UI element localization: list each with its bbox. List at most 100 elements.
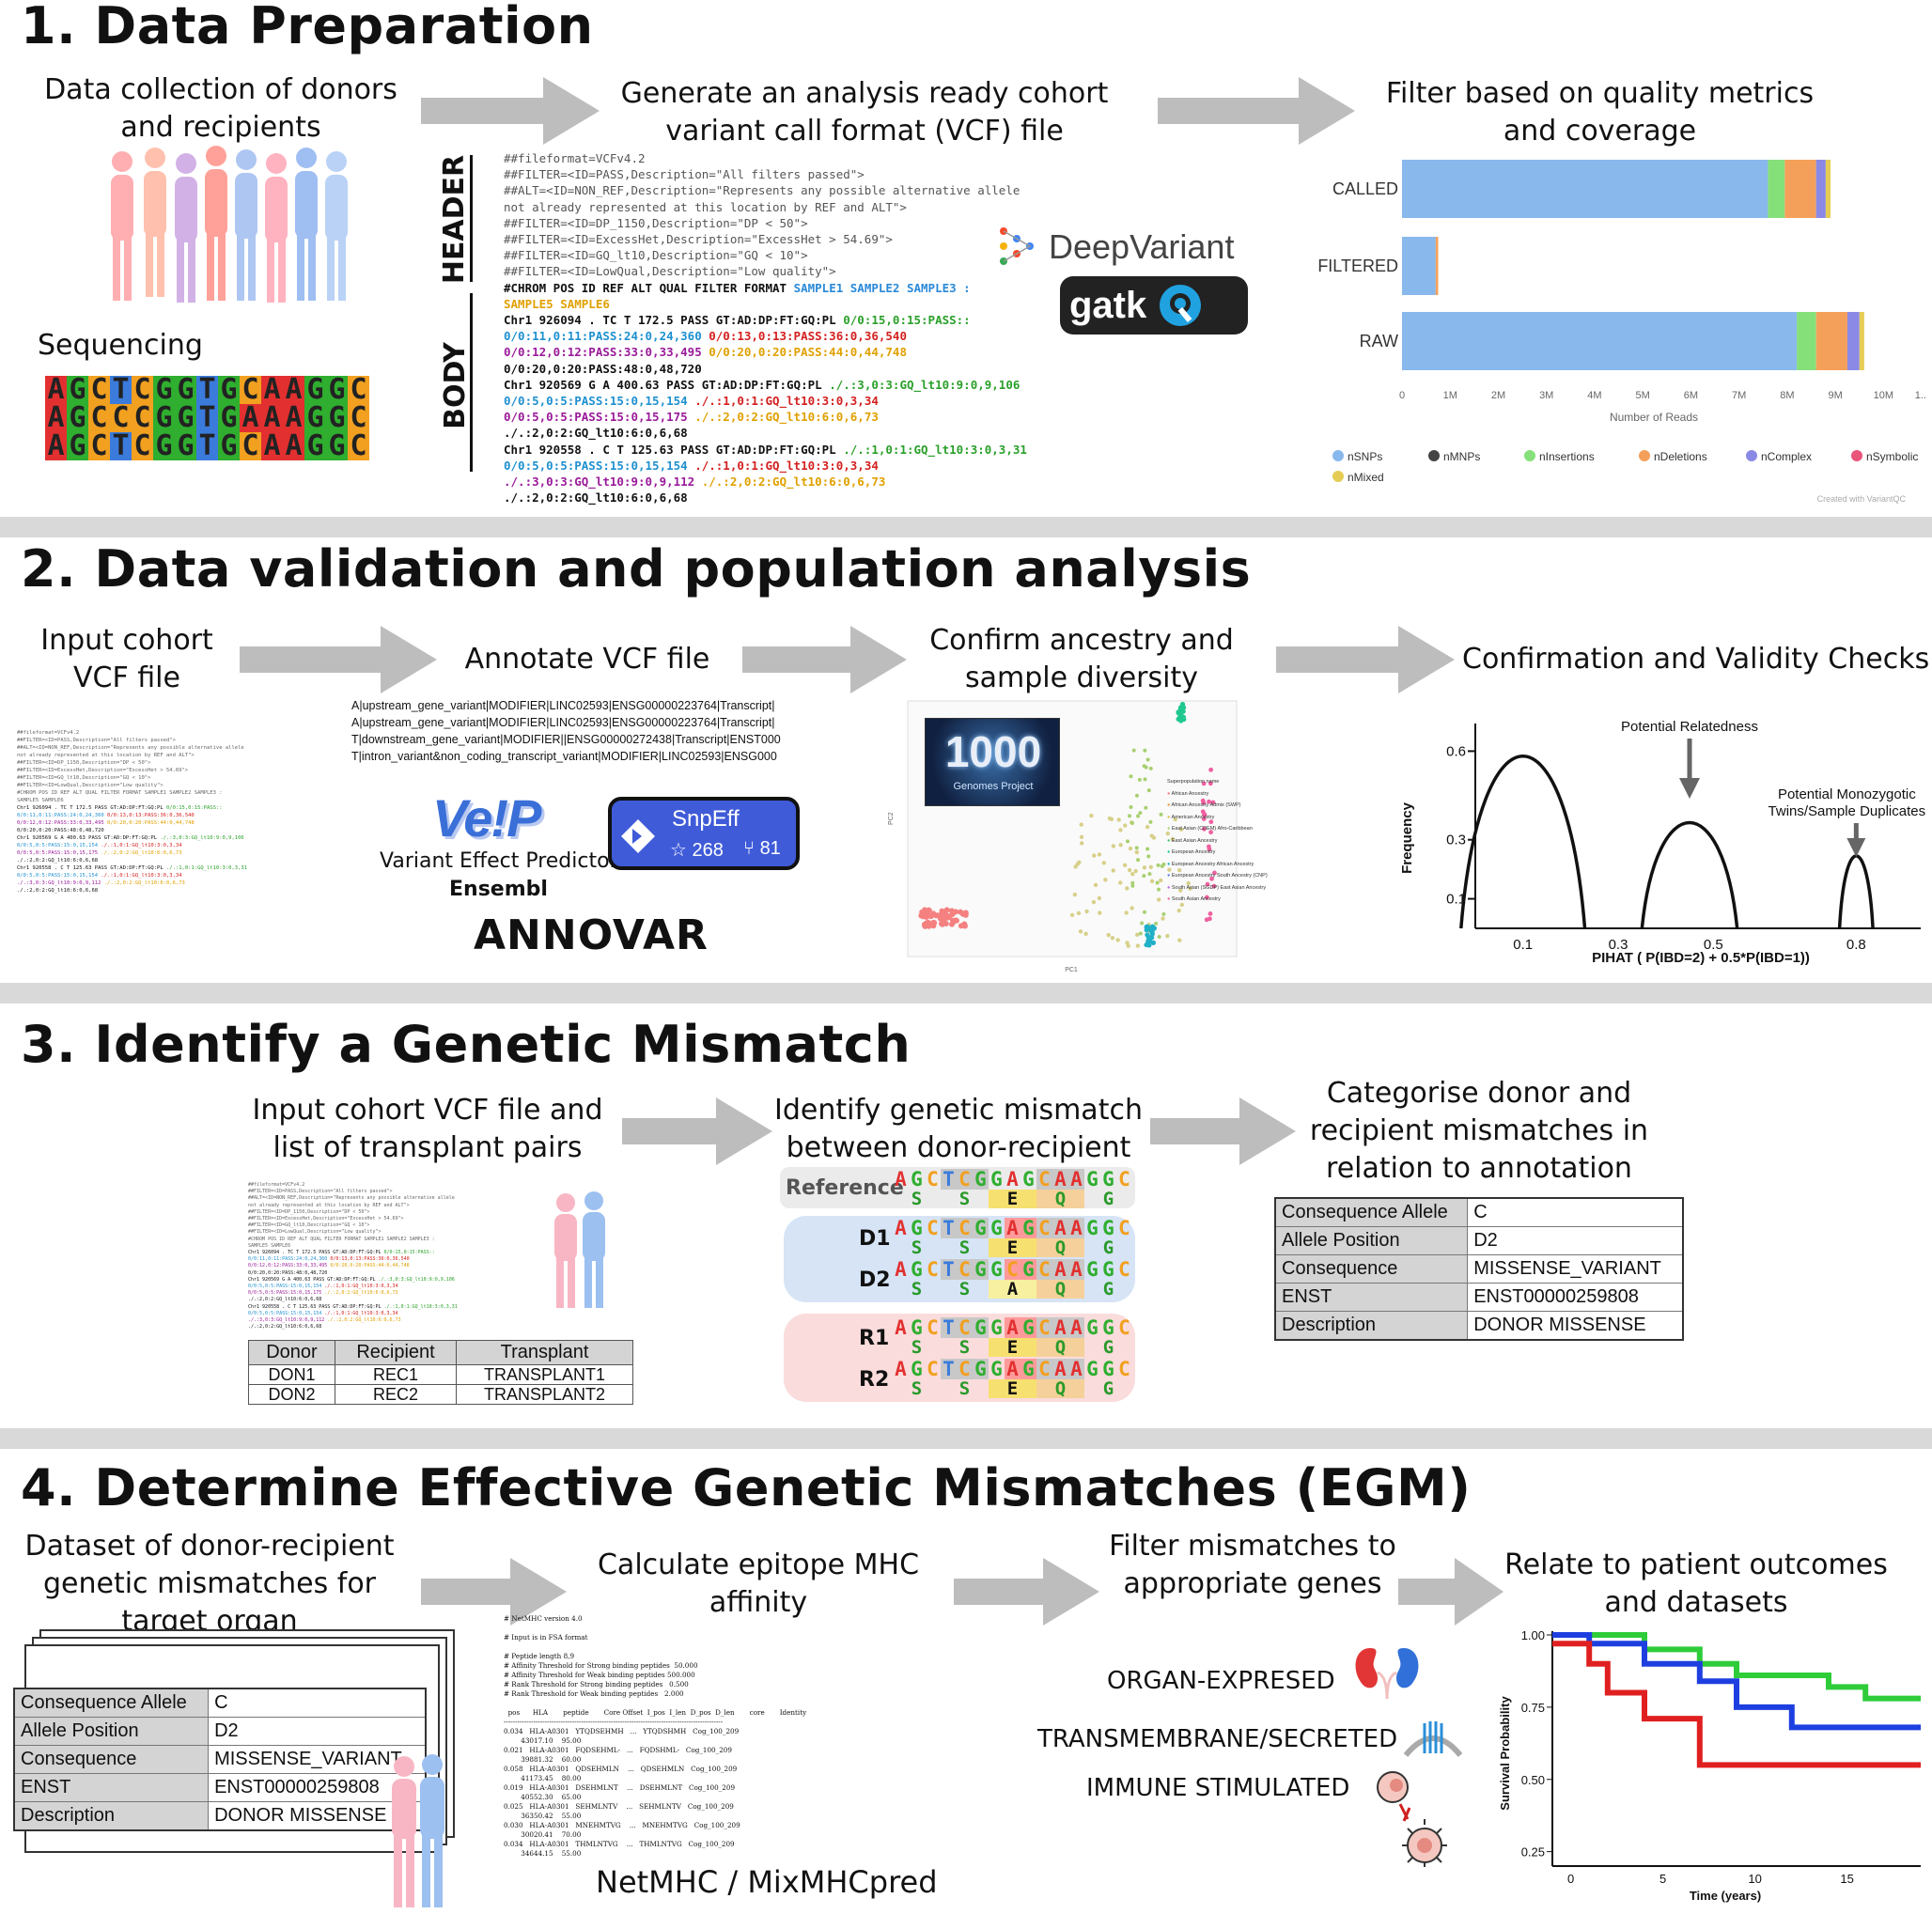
membrane-protein-icon bbox=[1403, 1718, 1463, 1761]
pca-point bbox=[1118, 880, 1123, 885]
pca-legend-item: ● American Ancestry bbox=[1167, 814, 1215, 820]
vcf-header-line: not already represented at this location… bbox=[504, 199, 907, 214]
vcf-body-line: ./.:2,0:2:GQ_lt10:6:0,6,68 bbox=[504, 490, 688, 506]
pca-point bbox=[1101, 861, 1107, 865]
netmhc-line: # Affinity Threshold for Weak binding pe… bbox=[504, 1671, 695, 1679]
chart-footer: Created with VariantQC bbox=[1817, 494, 1907, 504]
pca-point bbox=[924, 920, 930, 926]
pca-point bbox=[1123, 823, 1128, 828]
nucleotide: C bbox=[957, 1218, 973, 1238]
pca-point bbox=[1128, 846, 1133, 851]
nucleotide: G bbox=[153, 404, 175, 432]
netmhc-line: # NetMHC version 4.0 bbox=[504, 1614, 583, 1623]
pca-point bbox=[1115, 938, 1120, 942]
pca-point bbox=[1210, 800, 1216, 805]
pca-point bbox=[1092, 853, 1097, 858]
netmhc-line bbox=[504, 1699, 1030, 1708]
netmhc-line: 0.019 HLA-A0301 DSEHMLNT ... DSEHMLNT Co… bbox=[504, 1783, 736, 1792]
vcf-text-block: ##fileformat=VCFv4.2 ##FILTER=<ID=PASS,De… bbox=[504, 150, 1030, 507]
vcf-header-line: ##FILTER=<ID=DP_1150,Description="DP < 5… bbox=[504, 215, 808, 230]
bar-tick-label: 8M bbox=[1780, 390, 1794, 401]
annotation-value: MISSENSE_VARIANT bbox=[208, 1745, 427, 1774]
pairs-cell: REC1 bbox=[334, 1364, 458, 1385]
amino-acid: Q bbox=[1036, 1338, 1084, 1357]
legend-label: nSNPs bbox=[1348, 450, 1382, 463]
vcf-header-line: ##FILTER=<ID=ExcessHet,Description="Exce… bbox=[504, 232, 893, 247]
pca-legend-item: ● European Ancestry African Ancestry bbox=[1167, 861, 1254, 867]
vcf-thumbnail: ##fileformat=VCFv4.2 ##FILTER=<ID=PASS,De… bbox=[17, 730, 248, 894]
amino-acid: S bbox=[958, 1237, 971, 1258]
pca-point bbox=[1072, 892, 1078, 897]
nucleotide: C bbox=[927, 1168, 939, 1190]
netmhc-line: 34644.15 55.00 bbox=[504, 1849, 582, 1858]
nucleotide: C bbox=[927, 1358, 939, 1380]
section-1-title: 1. Data Preparation bbox=[21, 0, 594, 55]
pca-point bbox=[926, 907, 932, 913]
pca-point bbox=[1145, 847, 1150, 851]
nucleotide: C bbox=[1036, 1218, 1052, 1238]
bar-tick-label: 1... bbox=[1915, 390, 1926, 401]
pca-point bbox=[1165, 831, 1170, 836]
pca-point bbox=[1178, 827, 1184, 832]
pca-point bbox=[1146, 854, 1151, 859]
pca-legend-item: ● East Asian Ancestry bbox=[1167, 837, 1218, 844]
pihat-svg: 0.6 0.3 0.1 0.1 0.3 0.5 0.8 Frequency PIHAT ( P(… bbox=[1399, 719, 1926, 966]
nucleotide: G bbox=[911, 1217, 923, 1239]
nucleotide: A bbox=[1052, 1359, 1068, 1379]
pca-point bbox=[927, 913, 934, 920]
nucleotide: A bbox=[1052, 1259, 1068, 1280]
vcf-chrom-line: #CHROM POS ID REF ALT QUAL FILTER FORMAT… bbox=[504, 280, 971, 295]
bar-segment bbox=[1815, 160, 1826, 218]
vcf-body-line: 0/0:11,0:11:PASS:24:0,24,360 0/0:13,0:13… bbox=[504, 329, 907, 344]
annotation-key: Consequence Allele bbox=[13, 1688, 210, 1718]
pca-point bbox=[1143, 777, 1147, 782]
nucleotide: T bbox=[941, 1218, 957, 1238]
pca-point bbox=[1180, 705, 1187, 710]
pihat-annotation: Twins/Sample Duplicates bbox=[1768, 803, 1926, 819]
pca-point bbox=[1134, 846, 1139, 850]
pca-point bbox=[1098, 910, 1102, 915]
nucleotide: A bbox=[261, 376, 283, 404]
pca-point bbox=[1207, 916, 1212, 922]
pihat-y-tick: 0.1 bbox=[1446, 892, 1466, 908]
annotation-value: ENST00000259808 bbox=[1467, 1283, 1684, 1312]
pca-point bbox=[939, 908, 945, 914]
nucleotide: C bbox=[132, 376, 153, 404]
flow-arrow bbox=[1158, 77, 1355, 145]
deepvariant-icon bbox=[1000, 227, 1034, 265]
pca-point bbox=[1145, 934, 1151, 940]
vcf-header-line: ##FILTER=<ID=PASS,Description="All filte… bbox=[504, 167, 865, 182]
annotation-value: MISSENSE_VARIANT bbox=[1467, 1254, 1684, 1284]
pca-point bbox=[1145, 824, 1150, 830]
nucleotide: G bbox=[1086, 1217, 1098, 1239]
nucleotide: G bbox=[326, 432, 348, 460]
bar-segment bbox=[1846, 312, 1860, 370]
nucleotide: G bbox=[67, 376, 88, 404]
pca-point bbox=[1173, 817, 1177, 822]
legend-label: nInsertions bbox=[1539, 450, 1595, 463]
ensembl-label: Ensembl bbox=[449, 878, 548, 901]
pca-point bbox=[1069, 912, 1075, 918]
nucleotide: C bbox=[927, 1217, 939, 1239]
legend-swatch bbox=[1746, 450, 1757, 461]
km-x-tick: 10 bbox=[1748, 1872, 1761, 1886]
pairs-header: Recipient bbox=[334, 1340, 458, 1365]
pca-point bbox=[1207, 844, 1211, 849]
reference-label: Reference bbox=[786, 1176, 904, 1200]
pca-point bbox=[939, 913, 945, 920]
pihat-annotation: Potential Monozygotic bbox=[1778, 786, 1916, 802]
netmhc-line: 0.034 HLA-A0301 YTQDSEHMH ... YTQDSHMH C… bbox=[504, 1727, 740, 1735]
caption-dataset: Dataset of donor-recipient genetic misma… bbox=[24, 1530, 395, 1638]
pihat-y-tick: 0.3 bbox=[1446, 833, 1466, 848]
pca-point bbox=[1151, 835, 1157, 840]
annotation-line: A|upstream_gene_variant|MODIFIER|LINC025… bbox=[351, 716, 775, 729]
pca-point bbox=[943, 920, 949, 926]
vcf-body-line: ./.:3,0:3:GQ_lt10:9:0,9,112 ./.:2,0:2:GQ… bbox=[504, 475, 886, 490]
nucleotide: C bbox=[927, 1316, 939, 1339]
netmhc-line: 41173.45 80.00 bbox=[504, 1774, 582, 1782]
nucleotide: T bbox=[941, 1317, 957, 1338]
nucleotide: C bbox=[1118, 1258, 1130, 1281]
nucleotide: G bbox=[1021, 1259, 1036, 1280]
vcf-body-line: 0/0:20,0:20:PASS:48:0,48,720 bbox=[504, 361, 702, 376]
